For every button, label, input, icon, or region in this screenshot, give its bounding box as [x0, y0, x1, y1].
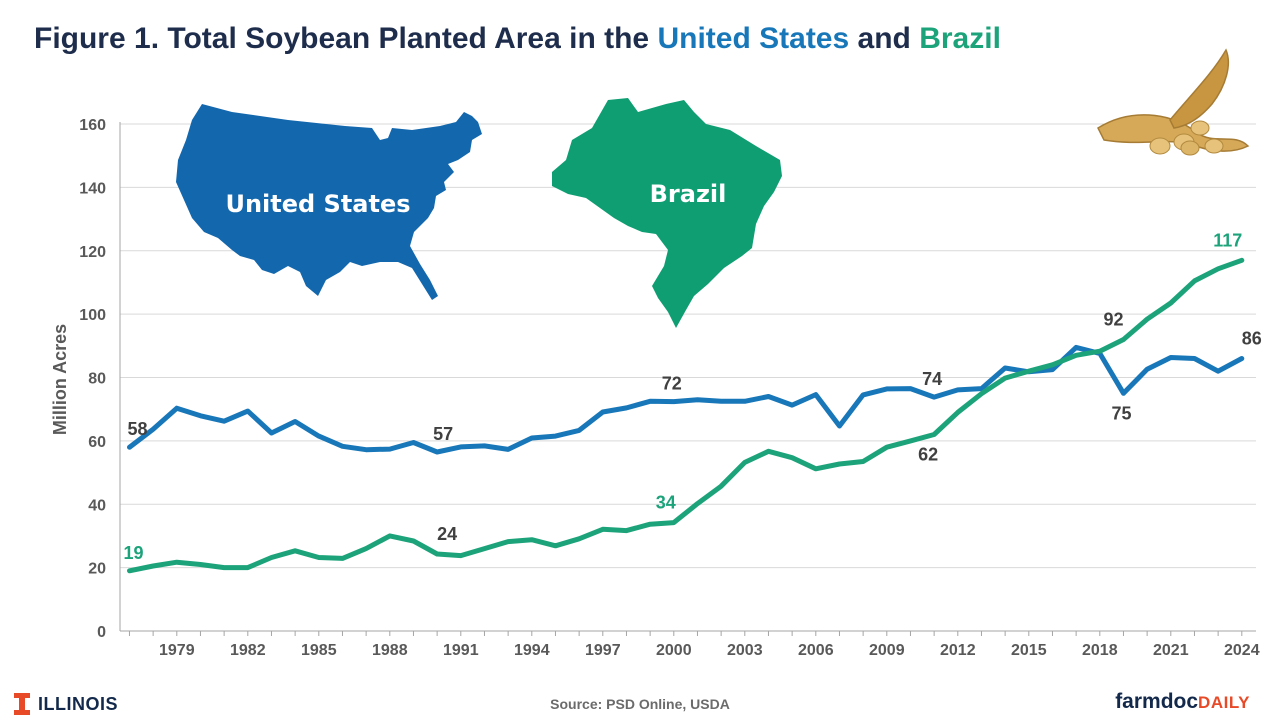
- chart-title: Figure 1. Total Soybean Planted Area in …: [34, 22, 1001, 56]
- data-label: 86: [1242, 328, 1262, 348]
- title-and: and: [857, 22, 911, 55]
- illinois-block-i-icon: [14, 693, 30, 715]
- soybean-pods-icon: [1097, 48, 1250, 156]
- y-axis-label: Million Acres: [50, 324, 70, 435]
- x-tick-label: 2006: [798, 642, 834, 659]
- x-tick-label: 1988: [372, 642, 408, 659]
- title-us: United States: [657, 22, 850, 55]
- data-label: 19: [123, 543, 143, 563]
- x-tick-label: 1985: [301, 642, 337, 659]
- x-tick-label: 2021: [1153, 642, 1189, 659]
- farmdoc-wordmark: farmdoc: [1115, 690, 1199, 713]
- y-tick-label: 100: [79, 307, 106, 324]
- data-label: 92: [1103, 309, 1123, 329]
- x-tick-label: 2015: [1011, 642, 1047, 659]
- x-tick-label: 1994: [514, 642, 550, 659]
- data-label: 58: [127, 419, 147, 439]
- farmdoc-daily-logo: farmdocDAILY: [1115, 690, 1250, 714]
- data-label: 117: [1213, 230, 1242, 250]
- y-tick-label: 0: [97, 624, 106, 641]
- x-tick-label: 1997: [585, 642, 621, 659]
- data-label: 57: [433, 424, 453, 444]
- brazil-map-icon: Brazil: [552, 98, 782, 328]
- data-label: 75: [1111, 403, 1131, 423]
- brazil-series-line: [127, 257, 1245, 574]
- x-tick-label: 2018: [1082, 642, 1118, 659]
- y-tick-label: 20: [88, 561, 106, 578]
- us-series-line: [127, 344, 1245, 455]
- data-label: 74: [922, 369, 942, 389]
- x-tick-label: 1979: [159, 642, 195, 659]
- illinois-wordmark: ILLINOIS: [38, 693, 118, 714]
- line-chart: United States Brazil 0 20 40 60 80 100 120 140 1…: [50, 48, 1262, 659]
- daily-wordmark: DAILY: [1198, 693, 1250, 712]
- title-prefix: Figure 1. Total Soybean Planted Area in …: [34, 22, 650, 55]
- x-tick-label: 2000: [656, 642, 692, 659]
- us-map-label: United States: [225, 190, 410, 218]
- y-tick-label: 40: [88, 497, 106, 514]
- y-tick-label: 80: [88, 371, 106, 388]
- y-tick-label: 140: [79, 180, 106, 197]
- us-map-icon: United States: [176, 104, 482, 300]
- series-lines: [127, 257, 1245, 574]
- data-label: 24: [437, 524, 457, 544]
- x-tick-label: 2012: [940, 642, 976, 659]
- title-brazil: Brazil: [919, 22, 1001, 55]
- data-label: 62: [918, 445, 938, 465]
- data-labels: 58 57 72 74 75 86 19 24 34 62 92 117: [123, 230, 1261, 563]
- x-tick-label: 2003: [727, 642, 763, 659]
- y-tick-label: 160: [79, 117, 106, 134]
- x-tick-label: 1991: [443, 642, 479, 659]
- brazil-map-label: Brazil: [650, 180, 727, 208]
- illinois-logo: ILLINOIS: [14, 692, 118, 716]
- data-label: 34: [656, 493, 676, 513]
- x-tick-label: 2024: [1224, 642, 1260, 659]
- data-label: 72: [662, 374, 682, 394]
- x-tick-label: 2009: [869, 642, 905, 659]
- source-note: Source: PSD Online, USDA: [550, 696, 730, 712]
- y-tick-label: 60: [88, 434, 106, 451]
- y-tick-label: 120: [79, 244, 106, 261]
- x-tick-label: 1982: [230, 642, 266, 659]
